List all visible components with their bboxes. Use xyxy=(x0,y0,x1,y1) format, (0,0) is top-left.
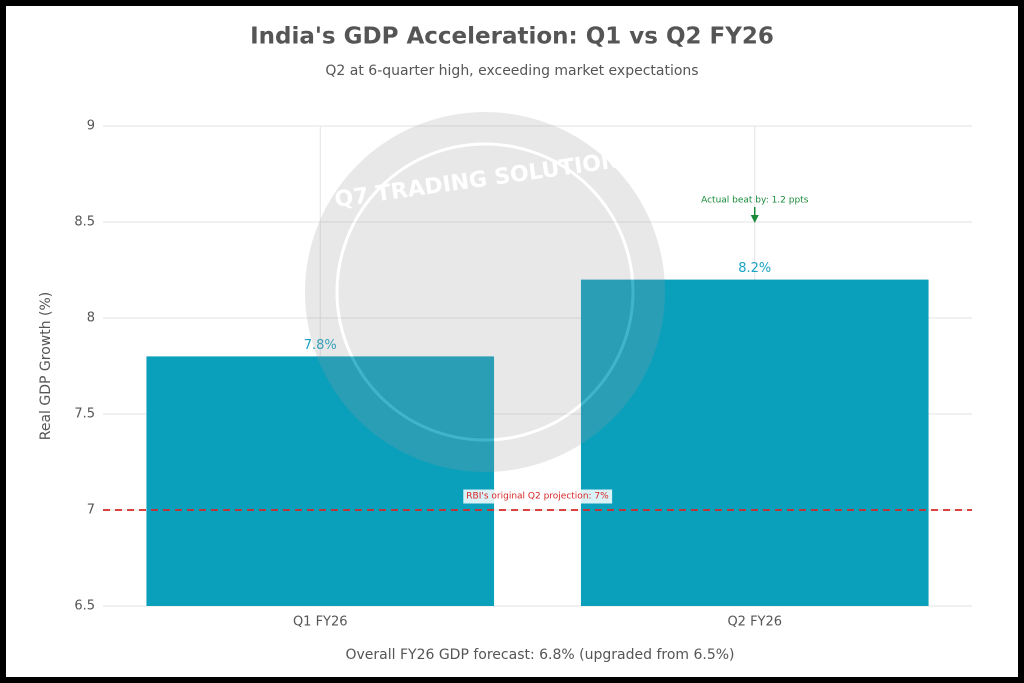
watermark-circle xyxy=(305,112,665,472)
y-tick-label: 9 xyxy=(87,119,95,134)
x-tick-label: Q1 FY26 xyxy=(293,615,348,630)
value-label: 7.8% xyxy=(304,338,337,353)
x-tick-label: Q2 FY26 xyxy=(727,615,782,630)
reference-label: RBI's original Q2 projection: 7% xyxy=(466,492,609,502)
reference-label-bg xyxy=(463,489,613,504)
y-tick-label: 8 xyxy=(87,311,95,326)
annotation: Actual beat by: 1.2 ppts xyxy=(701,196,809,206)
y-tick-label: 8.5 xyxy=(74,215,95,230)
footer-note: Overall FY26 GDP forecast: 6.8% (upgrade… xyxy=(345,647,734,663)
watermark-ring xyxy=(335,142,635,442)
annotation-arrowhead xyxy=(750,215,759,223)
chart-title: India's GDP Acceleration: Q1 vs Q2 FY26 xyxy=(250,24,774,50)
y-tick-label: 7 xyxy=(87,503,95,518)
value-label: 8.2% xyxy=(738,261,771,276)
y-tick-label: 6.5 xyxy=(74,599,95,614)
watermark: Q7 TRADING SOLUTIONS xyxy=(305,112,665,472)
y-tick-label: 7.5 xyxy=(74,407,95,422)
bar xyxy=(146,356,495,606)
y-axis-label: Real GDP Growth (%) xyxy=(38,292,54,441)
chart-subtitle: Q2 at 6-quarter high, exceeding market e… xyxy=(325,63,698,79)
bar xyxy=(580,279,929,606)
